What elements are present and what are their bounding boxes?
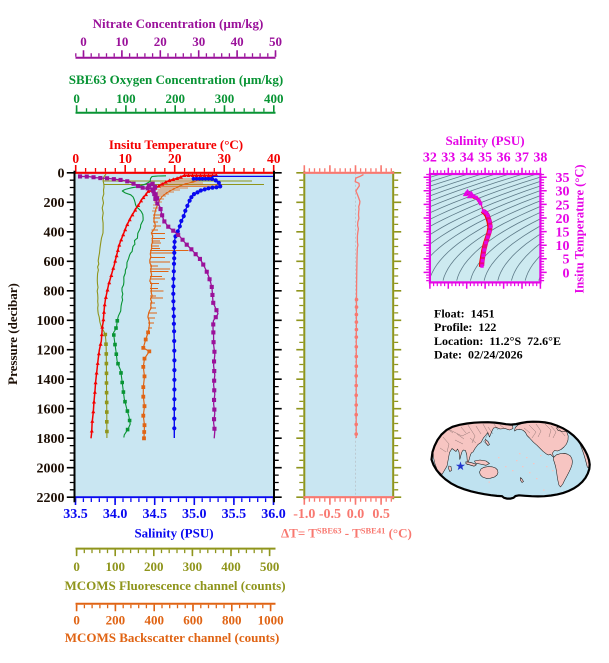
svg-text:600: 600	[183, 613, 203, 628]
svg-text:Float: 1451: Float: 1451	[434, 307, 495, 321]
svg-text:100: 100	[105, 559, 125, 574]
svg-text:200: 200	[144, 559, 164, 574]
svg-text:2200: 2200	[37, 491, 65, 506]
svg-text:MCOMS Backscatter channel (cou: MCOMS Backscatter channel (counts)	[65, 630, 280, 645]
svg-text:20: 20	[154, 34, 167, 49]
svg-text:200: 200	[44, 196, 65, 211]
svg-text:-1.0: -1.0	[293, 507, 315, 522]
svg-text:0: 0	[73, 91, 80, 106]
svg-text:35: 35	[556, 171, 570, 186]
svg-text:35.0: 35.0	[182, 507, 207, 522]
svg-text:400: 400	[221, 559, 241, 574]
svg-text:34.0: 34.0	[103, 507, 128, 522]
svg-text:20: 20	[556, 212, 570, 227]
svg-text:Salinity (PSU): Salinity (PSU)	[134, 526, 213, 541]
svg-text:1400: 1400	[37, 373, 65, 388]
svg-text:100: 100	[116, 91, 136, 106]
svg-text:32: 32	[423, 151, 437, 166]
svg-text:Pressure (decibar): Pressure (decibar)	[5, 283, 20, 385]
svg-text:10: 10	[115, 34, 128, 49]
svg-text:50: 50	[269, 34, 282, 49]
svg-text:1800: 1800	[37, 432, 65, 447]
svg-text:200: 200	[165, 91, 185, 106]
svg-text:10: 10	[556, 239, 570, 254]
svg-text:Date: 02/24/2026: Date: 02/24/2026	[434, 348, 523, 362]
svg-text:2000: 2000	[37, 462, 65, 477]
svg-text:5: 5	[563, 253, 570, 268]
svg-text:35: 35	[478, 151, 492, 166]
svg-text:35.5: 35.5	[222, 507, 247, 522]
svg-text:400: 400	[144, 613, 164, 628]
svg-text:500: 500	[260, 559, 280, 574]
svg-text:25: 25	[556, 198, 570, 213]
svg-text:10: 10	[118, 151, 132, 166]
svg-text:36: 36	[497, 151, 511, 166]
svg-text:0: 0	[72, 151, 79, 166]
svg-text:ΔT= TSBE63 - TSBE41 (°C): ΔT= TSBE63 - TSBE41 (°C)	[281, 526, 412, 541]
svg-text:33.5: 33.5	[63, 507, 88, 522]
svg-text:300: 300	[215, 91, 235, 106]
svg-text:0: 0	[80, 34, 87, 49]
svg-text:Location: 11.2°S 72.6°E: Location: 11.2°S 72.6°E	[434, 334, 561, 348]
svg-text:300: 300	[183, 559, 203, 574]
svg-text:34.5: 34.5	[142, 507, 167, 522]
svg-text:MCOMS Fluorescence channel (co: MCOMS Fluorescence channel (counts)	[64, 578, 285, 593]
svg-text:Insitu Temperature (°C): Insitu Temperature (°C)	[109, 137, 243, 152]
svg-text:Nitrate Concentration (µm/kg): Nitrate Concentration (µm/kg)	[93, 16, 264, 31]
svg-text:Insitu Temperature (°C): Insitu Temperature (°C)	[573, 164, 587, 293]
svg-text:800: 800	[44, 285, 65, 300]
svg-text:40: 40	[231, 34, 244, 49]
svg-text:Profile: 122: Profile: 122	[434, 320, 496, 334]
svg-text:0: 0	[58, 167, 65, 182]
svg-text:20: 20	[168, 151, 182, 166]
svg-text:-0.5: -0.5	[319, 507, 341, 522]
svg-text:37: 37	[515, 151, 529, 166]
svg-text:0: 0	[563, 266, 570, 281]
svg-text:15: 15	[556, 226, 570, 241]
svg-text:800: 800	[222, 613, 242, 628]
svg-text:1200: 1200	[37, 344, 65, 359]
svg-text:600: 600	[44, 255, 65, 270]
svg-text:200: 200	[106, 613, 126, 628]
svg-text:36.0: 36.0	[261, 507, 286, 522]
svg-text:33: 33	[441, 151, 455, 166]
svg-text:34: 34	[460, 151, 474, 166]
svg-text:1000: 1000	[258, 613, 284, 628]
svg-text:1600: 1600	[37, 403, 65, 418]
svg-text:0.0: 0.0	[347, 507, 365, 522]
svg-text:400: 400	[264, 91, 284, 106]
svg-text:0: 0	[73, 559, 80, 574]
svg-text:Salinity (PSU): Salinity (PSU)	[445, 133, 524, 148]
svg-text:0.5: 0.5	[372, 507, 390, 522]
svg-text:SBE63 Oxygen Concentration (µm: SBE63 Oxygen Concentration (µm/kg)	[69, 72, 283, 87]
svg-text:40: 40	[267, 151, 281, 166]
svg-text:30: 30	[192, 34, 205, 49]
svg-text:0: 0	[73, 613, 80, 628]
svg-text:30: 30	[217, 151, 231, 166]
svg-text:38: 38	[533, 151, 547, 166]
svg-text:30: 30	[556, 185, 570, 200]
svg-text:1000: 1000	[37, 314, 65, 329]
svg-text:400: 400	[44, 226, 65, 241]
